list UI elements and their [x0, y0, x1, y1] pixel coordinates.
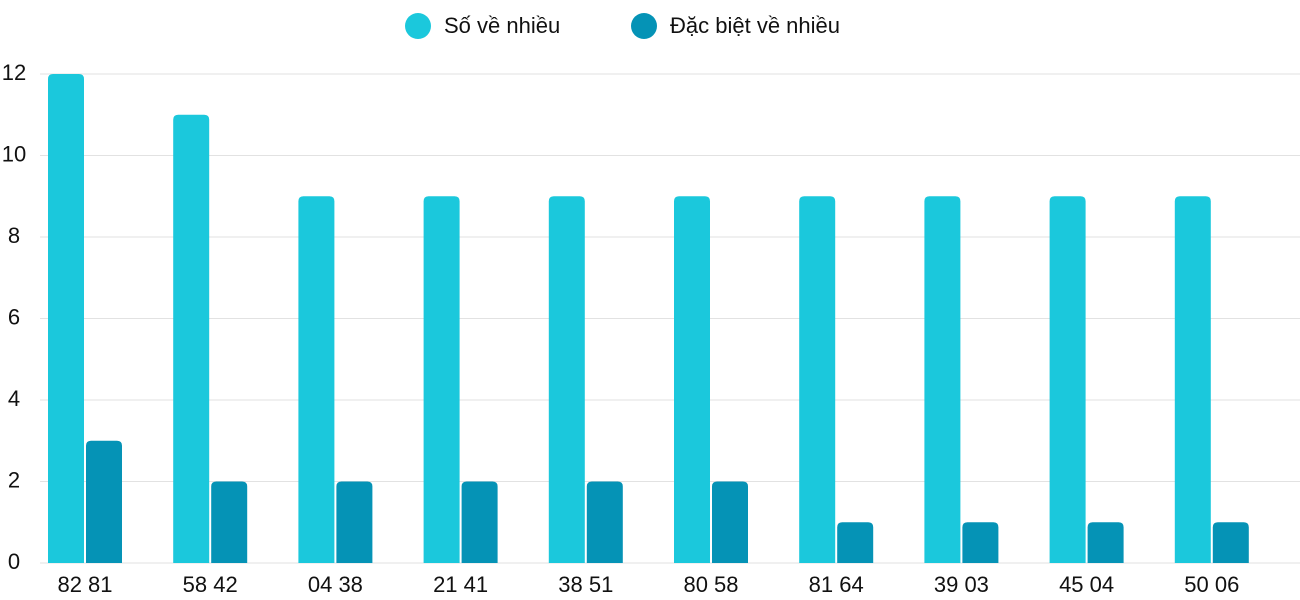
bar — [799, 196, 836, 563]
bar — [423, 196, 460, 563]
bar — [837, 522, 874, 563]
bar — [173, 114, 210, 563]
bar — [962, 522, 999, 563]
y-tick-label: 12 — [2, 60, 26, 85]
legend-label: Số về nhiều — [444, 13, 560, 38]
y-tick-label: 6 — [8, 304, 20, 329]
x-tick-label: 81 64 — [809, 572, 864, 597]
legend-marker — [631, 13, 657, 39]
bar — [674, 196, 710, 563]
x-tick-label: 50 06 — [1184, 572, 1239, 597]
y-tick-label: 8 — [8, 223, 20, 248]
bar — [1174, 196, 1211, 563]
y-tick-label: 4 — [8, 386, 20, 411]
bar — [1212, 522, 1249, 563]
bar — [586, 481, 623, 563]
bar — [211, 481, 248, 563]
y-tick-label: 2 — [8, 467, 20, 492]
x-tick-label: 04 38 — [308, 572, 363, 597]
x-tick-label: 39 03 — [934, 572, 989, 597]
bar — [48, 74, 84, 563]
x-tick-label: 38 51 — [558, 572, 613, 597]
bar — [86, 440, 122, 563]
legend-marker — [405, 13, 431, 39]
x-tick-label: 58 42 — [183, 572, 238, 597]
bar — [298, 196, 335, 563]
legend-label: Đặc biệt về nhiều — [670, 13, 840, 38]
bar — [712, 481, 748, 563]
bar — [336, 481, 373, 563]
x-tick-label: 21 41 — [433, 572, 488, 597]
bar — [461, 481, 498, 563]
x-tick-label: 82 81 — [57, 572, 112, 597]
bar — [924, 196, 961, 563]
x-tick-label: 45 04 — [1059, 572, 1114, 597]
bar — [1049, 196, 1086, 563]
x-tick-label: 80 58 — [683, 572, 738, 597]
y-tick-label: 10 — [2, 141, 26, 166]
bar — [548, 196, 585, 563]
y-tick-label: 0 — [8, 549, 20, 574]
bar — [1087, 522, 1124, 563]
